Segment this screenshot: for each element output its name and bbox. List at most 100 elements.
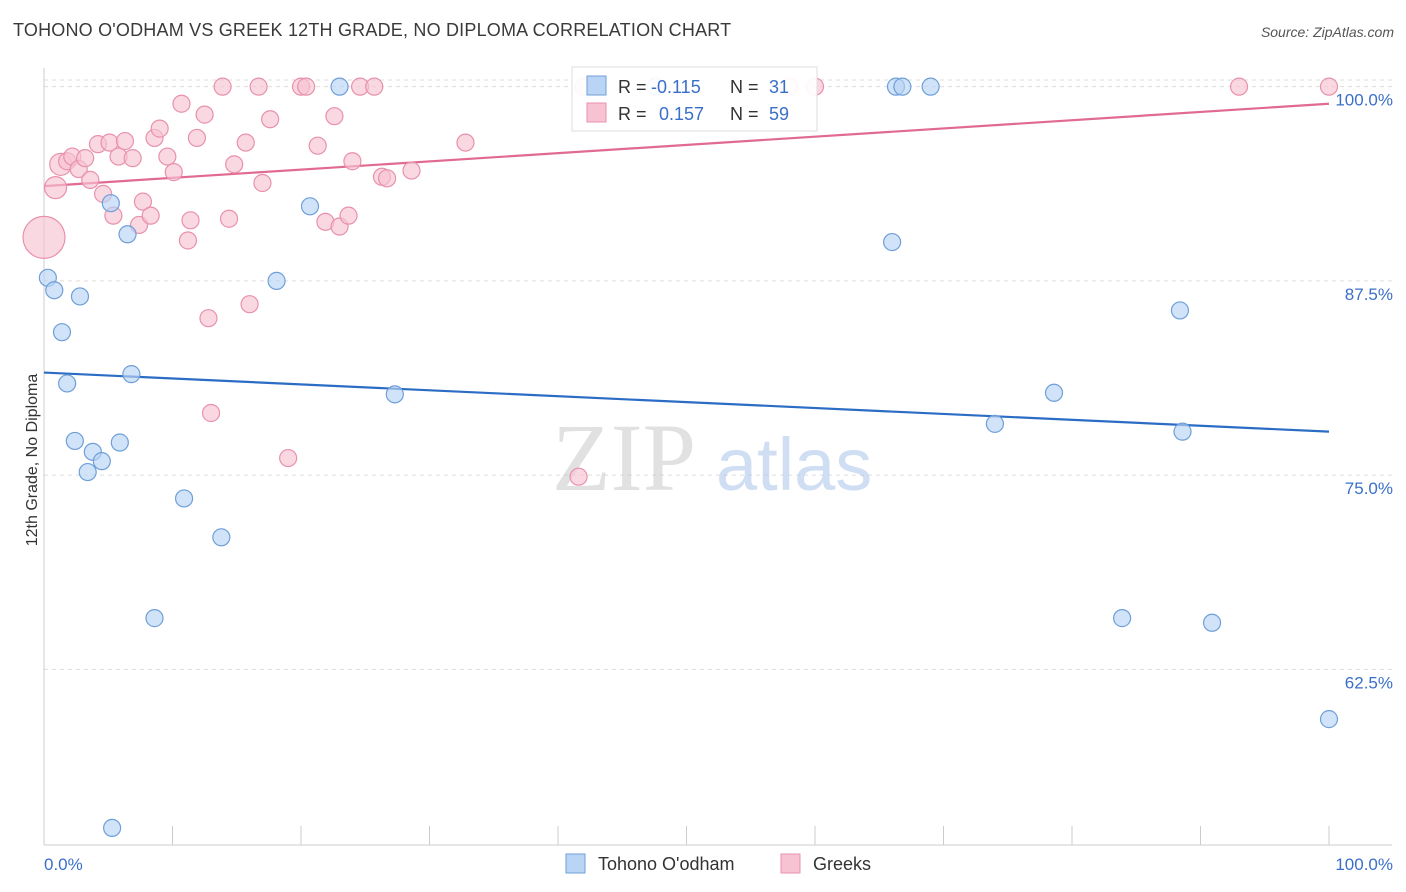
data-point-pink [158, 147, 177, 166]
legend-swatch-greeks [780, 853, 801, 874]
stats-r-label-blue: R = [618, 77, 647, 97]
data-point-blue [103, 818, 122, 838]
data-point-pink [456, 133, 475, 152]
stats-legend-box [571, 66, 818, 132]
stats-r-label-pink: R = [618, 104, 647, 124]
gridlines [44, 79, 1392, 670]
data-point-pink [219, 209, 239, 228]
data-point-pink [164, 163, 183, 182]
data-point-pink [1319, 77, 1339, 96]
data-point-blue [70, 287, 90, 306]
data-point-blue [300, 197, 320, 216]
data-point-pink [1229, 77, 1249, 96]
stats-n-value-pink: 59 [769, 104, 789, 124]
stats-n-label-blue: N = [730, 77, 759, 97]
watermark-zip: ZIP [552, 404, 696, 511]
data-point-pink [377, 169, 397, 188]
data-point-pink [236, 133, 255, 152]
data-point-blue [45, 281, 64, 300]
data-point-pink [123, 149, 142, 168]
data-point-blue [1173, 422, 1192, 441]
stats-n-value-blue: 31 [769, 77, 789, 97]
data-point-blue [985, 414, 1005, 433]
data-point-blue [1319, 710, 1339, 729]
data-point-pink [199, 309, 218, 328]
y-tick-label: 87.5% [1345, 285, 1393, 304]
data-point-pink [201, 403, 221, 423]
data-point-pink [249, 77, 268, 96]
data-point-blue [882, 232, 902, 252]
data-point-pink [150, 119, 169, 138]
x-ticks [43, 826, 1330, 845]
data-point-pink [178, 231, 198, 250]
data-point-blue [58, 374, 77, 393]
data-point-pink [339, 206, 358, 225]
data-point-pink [43, 176, 68, 200]
data-point-pink [308, 136, 327, 155]
data-point-pink [240, 295, 259, 314]
data-point-blue [174, 489, 194, 508]
data-point-pink [365, 77, 384, 96]
data-point-blue [145, 609, 164, 628]
data-point-blue [122, 365, 141, 384]
trend-lines [43, 102, 1330, 433]
data-point-blue [1113, 609, 1132, 628]
points [22, 77, 1339, 838]
data-point-pink [133, 192, 153, 211]
data-point-pink [253, 173, 272, 193]
data-point-pink [402, 161, 421, 180]
data-point-pink [343, 152, 362, 171]
data-point-pink [279, 448, 298, 468]
watermark: ZIP atlas [552, 404, 872, 511]
stats-r-value-blue: -0.115 [651, 77, 701, 97]
data-point-blue [385, 385, 404, 404]
stats-legend-swatch-blue [586, 75, 607, 96]
y-tick-labels: 62.5% 75.0% 87.5% 100.0% [1335, 91, 1393, 693]
data-point-blue [1170, 301, 1190, 320]
trend-line-blue [43, 371, 1330, 433]
data-point-pink [172, 94, 191, 113]
legend-swatch-tohono [565, 853, 586, 874]
stats-legend: R = -0.115 N = 31 R = 0.157 N = 59 [571, 66, 818, 132]
stats-n-label-pink: N = [730, 104, 759, 124]
data-point-pink [76, 149, 95, 168]
data-point-blue [110, 433, 129, 452]
data-point-blue [118, 225, 137, 244]
data-point-pink [115, 131, 135, 151]
watermark-atlas: atlas [716, 423, 872, 506]
data-point-pink [187, 128, 207, 148]
data-point-blue [52, 323, 72, 342]
data-point-blue [921, 77, 940, 96]
data-point-pink [81, 170, 100, 189]
data-point-pink [569, 467, 588, 486]
data-point-pink [325, 107, 344, 126]
data-point-blue [267, 271, 286, 290]
data-point-blue [1044, 383, 1064, 402]
stats-legend-swatch-pink [586, 102, 607, 123]
stats-r-value-pink: 0.157 [659, 104, 704, 124]
y-tick-label: 75.0% [1345, 479, 1393, 498]
bottom-legend: Tohono O'odham Greeks [565, 853, 871, 874]
data-point-pink [181, 211, 200, 230]
x-tick-label-max: 100.0% [1335, 855, 1393, 874]
data-point-pink [297, 77, 316, 96]
y-axis-title: 12th Grade, No Diploma [24, 374, 41, 547]
y-tick-label: 62.5% [1345, 673, 1393, 692]
y-tick-label: 100.0% [1335, 91, 1393, 110]
legend-label-tohono: Tohono O'odham [598, 854, 735, 874]
data-point-blue [893, 77, 912, 96]
data-point-blue [330, 77, 349, 96]
source-credit: Source: ZipAtlas.com [1260, 24, 1394, 40]
data-point-blue [1202, 613, 1222, 632]
x-tick-label-min: 0.0% [44, 855, 83, 874]
chart-title: TOHONO O'ODHAM VS GREEK 12TH GRADE, NO D… [13, 20, 732, 40]
trend-line-pink [43, 102, 1330, 188]
data-point-pink [261, 110, 280, 129]
data-point-blue [65, 431, 84, 451]
data-point-blue [101, 194, 120, 213]
data-point-pink [213, 77, 232, 96]
data-point-pink [225, 155, 244, 174]
legend-label-greeks: Greeks [813, 854, 871, 874]
data-point-pink [22, 215, 66, 259]
